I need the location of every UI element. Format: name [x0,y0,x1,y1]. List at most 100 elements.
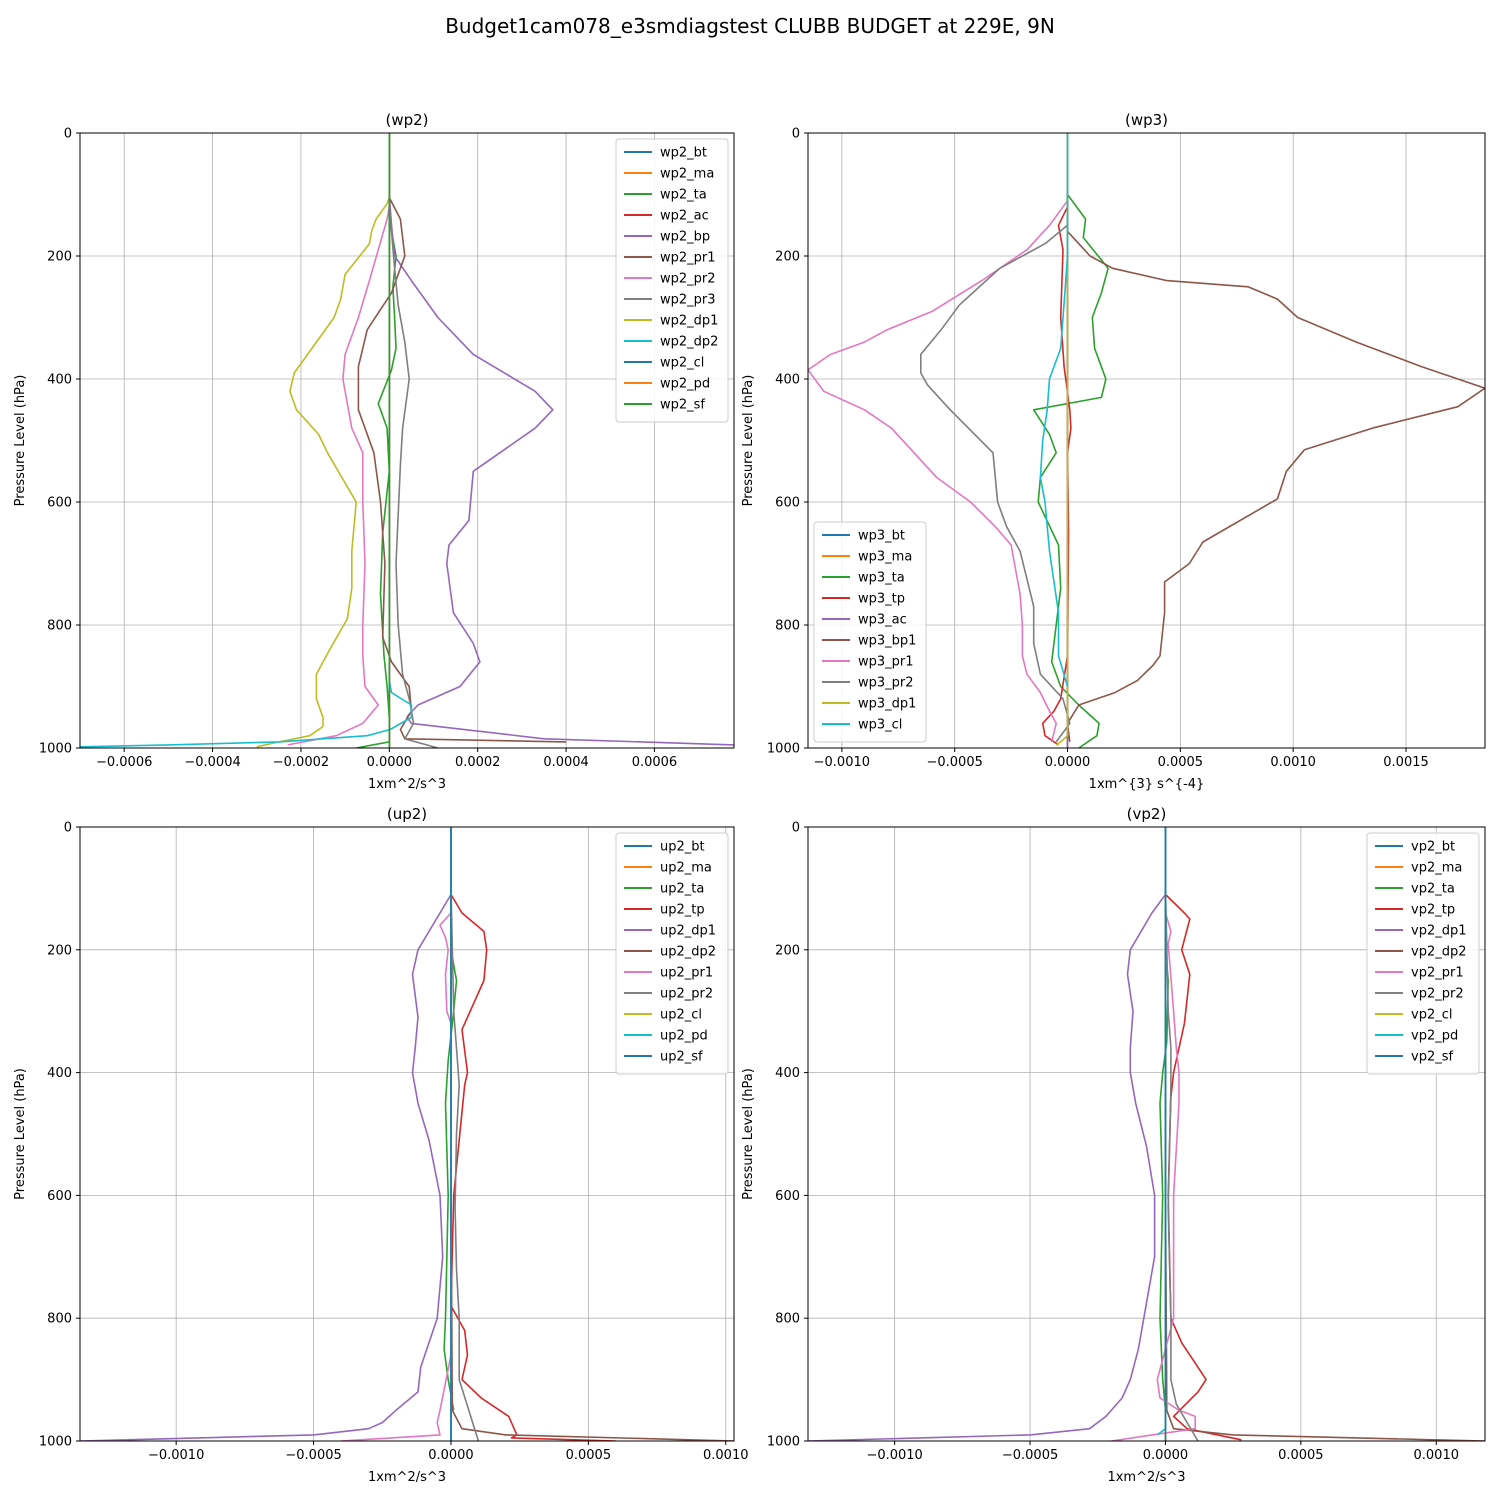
y-tick-label: 200 [775,943,800,958]
legend-label: wp2_cl [660,356,704,371]
legend-label: vp2_ta [1411,882,1455,897]
y-tick-label: 600 [775,496,800,511]
y-tick-label: 0 [64,127,72,142]
y-tick-label: 0 [792,127,800,142]
y-tick-label: 400 [47,1066,72,1081]
legend-label: wp2_ta [660,188,707,203]
legend-label: vp2_pd [1411,1029,1458,1044]
legend-label: wp2_ac [660,209,709,224]
y-tick-label: 1000 [767,1435,800,1450]
series-line-vp2_pr1 [1111,827,1196,1441]
x-tick-label: −0.0006 [96,755,152,770]
subplot-title: (up2) [387,805,427,823]
series-line-up2_pr1 [341,827,452,1441]
x-tick-label: 0.0000 [1143,1448,1189,1463]
x-axis-label: 1xm^2/s^3 [1107,1470,1185,1485]
x-tick-label: 0.0005 [1278,1448,1324,1463]
series-line-wp3_tp [1041,133,1072,746]
series-line-up2_pr2 [450,827,480,1441]
legend-label: wp3_dp1 [858,697,916,712]
legend-label: vp2_pr2 [1411,987,1464,1002]
legend-label: up2_dp2 [660,945,716,960]
legend-label: up2_pr1 [660,966,713,981]
axes-frame [79,132,735,749]
legend-label: vp2_bt [1411,840,1455,855]
series-group [80,827,734,1441]
x-tick-label: 0.0002 [455,755,501,770]
series-group [808,827,1485,1441]
series-line-vp2_dp1 [808,827,1167,1441]
y-tick-label: 1000 [767,742,800,757]
legend-label: up2_pr2 [660,987,713,1002]
legend-label: wp2_ma [660,167,714,182]
x-tick-label: −0.0010 [148,1448,204,1463]
axes-frame [807,826,1486,1442]
legend-label: up2_ma [660,861,712,876]
y-tick-label: 800 [775,619,800,634]
y-axis-label: Pressure Level (hPa) [741,375,756,507]
legend-label: vp2_dp2 [1411,945,1467,960]
x-tick-label: 0.0005 [566,1448,612,1463]
y-tick-label: 0 [64,821,72,836]
legend-label: up2_tp [660,903,705,918]
x-axis-label: 1xm^{3} s^{-4} [1089,777,1205,792]
legend-label: vp2_pr1 [1411,966,1464,981]
legend-label: up2_cl [660,1008,702,1023]
legend-label: wp3_tp [858,592,905,607]
series-group [808,133,1485,748]
y-tick-label: 200 [775,250,800,265]
x-axis-label: 1xm^2/s^3 [368,1470,446,1485]
legend-label: up2_ta [660,882,704,897]
legend: vp2_bt vp2_ma vp2_ta vp2_tp vp2_dp1 vp2_dp2vp… [1366,832,1480,1075]
series-line-wp3_cl [1039,133,1069,687]
subplot-2: −0.0010 −0.0005 0.0000 0.0005 0.0010 0.0015 0 2… [741,111,1486,792]
x-tick-label: −0.0005 [926,755,982,770]
subplot-3: −0.0010 −0.0005 0.0000 0.0005 0.0010 0 200 400 6… [13,805,749,1485]
y-tick-label: 1000 [39,1435,72,1450]
y-tick-label: 1000 [39,742,72,757]
legend-box [615,138,729,423]
legend: up2_bt up2_ma up2_ta up2_tp up2_dp1 up2_dp2up… [615,832,729,1075]
legend-label: up2_sf [660,1050,703,1065]
x-tick-label: 0.0010 [703,1448,749,1463]
legend-label: vp2_sf [1411,1050,1453,1065]
y-axis-label: Pressure Level (hPa) [741,1068,756,1200]
series-line-wp3_ta [1032,133,1109,748]
subplot-4: −0.0010 −0.0005 0.0000 0.0005 0.0010 0 200 400 6… [741,805,1486,1485]
y-tick-label: 800 [47,1312,72,1327]
x-tick-label: 0.0000 [1045,755,1091,770]
x-tick-label: 0.0010 [1270,755,1316,770]
series-line-up2_ta [443,827,458,1411]
legend-label: wp3_ac [858,613,907,628]
figure-title: Budget1cam078_e3smdiagstest CLUBB BUDGET… [445,14,1055,38]
legend-label: wp3_bp1 [858,634,916,649]
axes-frame [79,826,735,1442]
x-tick-label: −0.0002 [273,755,329,770]
y-axis-label: Pressure Level (hPa) [13,375,28,507]
x-axis-label: 1xm^2/s^3 [368,777,446,792]
y-tick-label: 200 [47,250,72,265]
legend-label: wp2_dp1 [660,314,718,329]
x-tick-label: −0.0005 [285,1448,341,1463]
legend-label: wp3_ma [858,550,912,565]
subplot-title: (wp3) [1125,111,1168,129]
x-tick-label: −0.0010 [814,755,870,770]
y-tick-label: 0 [792,821,800,836]
legend-label: wp3_ta [858,571,905,586]
y-axis-label: Pressure Level (hPa) [13,1068,28,1200]
y-tick-label: 200 [47,943,72,958]
x-tick-label: 0.0004 [543,755,589,770]
legend-label: wp2_sf [660,398,705,413]
legend-label: wp2_pr2 [660,272,716,287]
legend-label: up2_dp1 [660,924,716,939]
legend-label: up2_pd [660,1029,708,1044]
legend-label: vp2_ma [1411,861,1462,876]
series-line-wp3_pr1 [808,133,1069,743]
legend-label: vp2_cl [1411,1008,1452,1023]
legend-label: up2_bt [660,840,705,855]
legend-label: wp3_pr2 [858,676,914,691]
series-line-wp2_pr1 [357,133,567,743]
series-line-vp2_pr2 [1164,827,1199,1441]
series-line-wp2_pr2 [287,133,391,746]
y-tick-label: 800 [775,1312,800,1327]
